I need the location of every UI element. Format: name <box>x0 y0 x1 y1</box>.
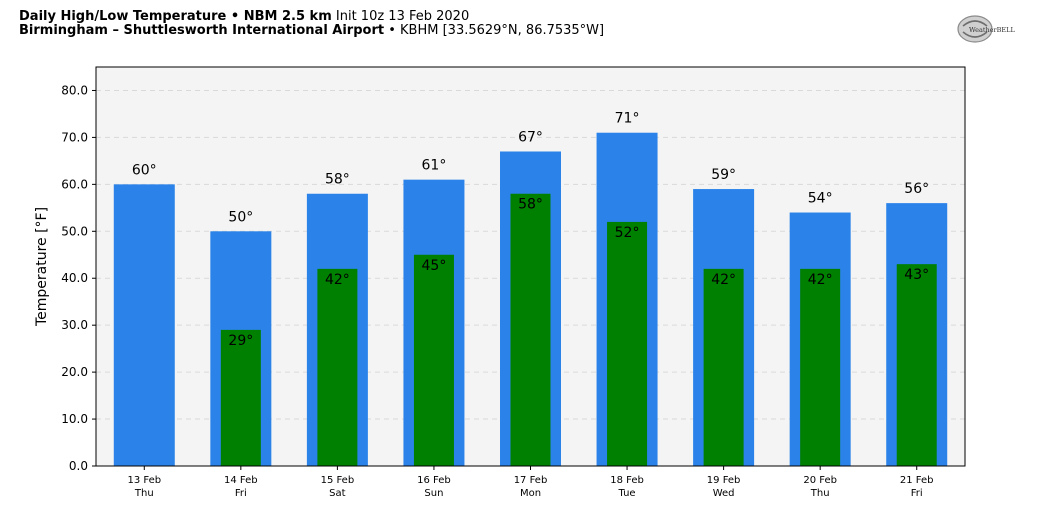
high-temp-label: 60° <box>132 162 157 178</box>
x-tick-day: Thu <box>810 488 830 499</box>
low-temp-bar <box>413 254 454 466</box>
y-tick-label: 70.0 <box>61 130 88 144</box>
location-detail: • KBHM [33.5629°N, 86.7535°W] <box>388 23 605 38</box>
x-tick-day: Sun <box>424 488 443 499</box>
low-temp-bar <box>800 268 841 466</box>
y-tick-label: 60.0 <box>61 177 88 191</box>
y-tick-label: 10.0 <box>61 412 88 426</box>
high-temp-label: 50° <box>228 209 253 225</box>
high-temp-label: 54° <box>808 191 833 207</box>
x-tick-day: Tue <box>618 488 636 499</box>
y-tick-label: 50.0 <box>61 224 88 238</box>
low-temp-label: 45° <box>422 258 447 274</box>
chart-title: Daily High/Low Temperature • NBM 2.5 km … <box>19 9 469 25</box>
x-tick-date: 17 Feb <box>514 475 548 486</box>
low-temp-label: 42° <box>711 272 736 288</box>
weatherbell-logo: WeatherBELL <box>955 12 1021 46</box>
init-time: Init 10z 13 Feb 2020 <box>335 9 470 24</box>
high-temp-label: 71° <box>615 111 640 127</box>
x-tick-date: 16 Feb <box>417 475 451 486</box>
low-temp-label: 52° <box>615 225 640 241</box>
low-temp-bar <box>607 221 648 466</box>
y-tick-label: 30.0 <box>61 318 88 332</box>
x-tick-date: 14 Feb <box>224 475 258 486</box>
y-axis-label: Temperature [°F] <box>34 207 50 327</box>
x-tick-day: Fri <box>235 488 247 499</box>
location-name: Birmingham – Shuttlesworth International… <box>19 23 385 38</box>
high-temp-label: 61° <box>422 158 447 174</box>
plot-frame <box>95 66 966 467</box>
x-tick-day: Sat <box>329 488 345 499</box>
y-tick-label: 0.0 <box>69 459 88 473</box>
low-temp-label: 29° <box>228 333 253 349</box>
x-tick-date: 15 Feb <box>321 475 355 486</box>
y-tick-label: 80.0 <box>61 83 88 97</box>
x-tick-day: Fri <box>911 488 923 499</box>
y-tick-label: 20.0 <box>61 365 88 379</box>
x-tick-day: Mon <box>520 488 541 499</box>
x-tick-date: 20 Feb <box>803 475 837 486</box>
low-temp-label: 43° <box>904 267 929 283</box>
high-temp-label: 58° <box>325 172 350 188</box>
low-temp-bar <box>896 264 937 466</box>
low-temp-bar <box>317 268 358 466</box>
x-tick-day: Wed <box>713 488 735 499</box>
x-tick-date: 13 Feb <box>127 475 161 486</box>
low-temp-bar <box>220 329 261 466</box>
x-tick-date: 21 Feb <box>900 475 934 486</box>
low-temp-bar <box>510 193 551 466</box>
location-title: Birmingham – Shuttlesworth International… <box>19 23 604 39</box>
high-temp-label: 67° <box>518 129 543 145</box>
high-temp-label: 59° <box>711 167 736 183</box>
y-tick-label: 40.0 <box>61 271 88 285</box>
x-tick-day: Thu <box>134 488 154 499</box>
low-temp-label: 42° <box>808 272 833 288</box>
low-temp-bar <box>703 268 744 466</box>
chart-title-main: Daily High/Low Temperature • NBM 2.5 km <box>19 9 332 24</box>
high-temp-label: 56° <box>904 181 929 197</box>
x-tick-date: 18 Feb <box>610 475 644 486</box>
x-tick-date: 19 Feb <box>707 475 741 486</box>
logo-text: WeatherBELL <box>969 26 1015 34</box>
high-temp-bar <box>113 184 175 466</box>
low-temp-label: 58° <box>518 197 543 213</box>
low-temp-label: 42° <box>325 272 350 288</box>
